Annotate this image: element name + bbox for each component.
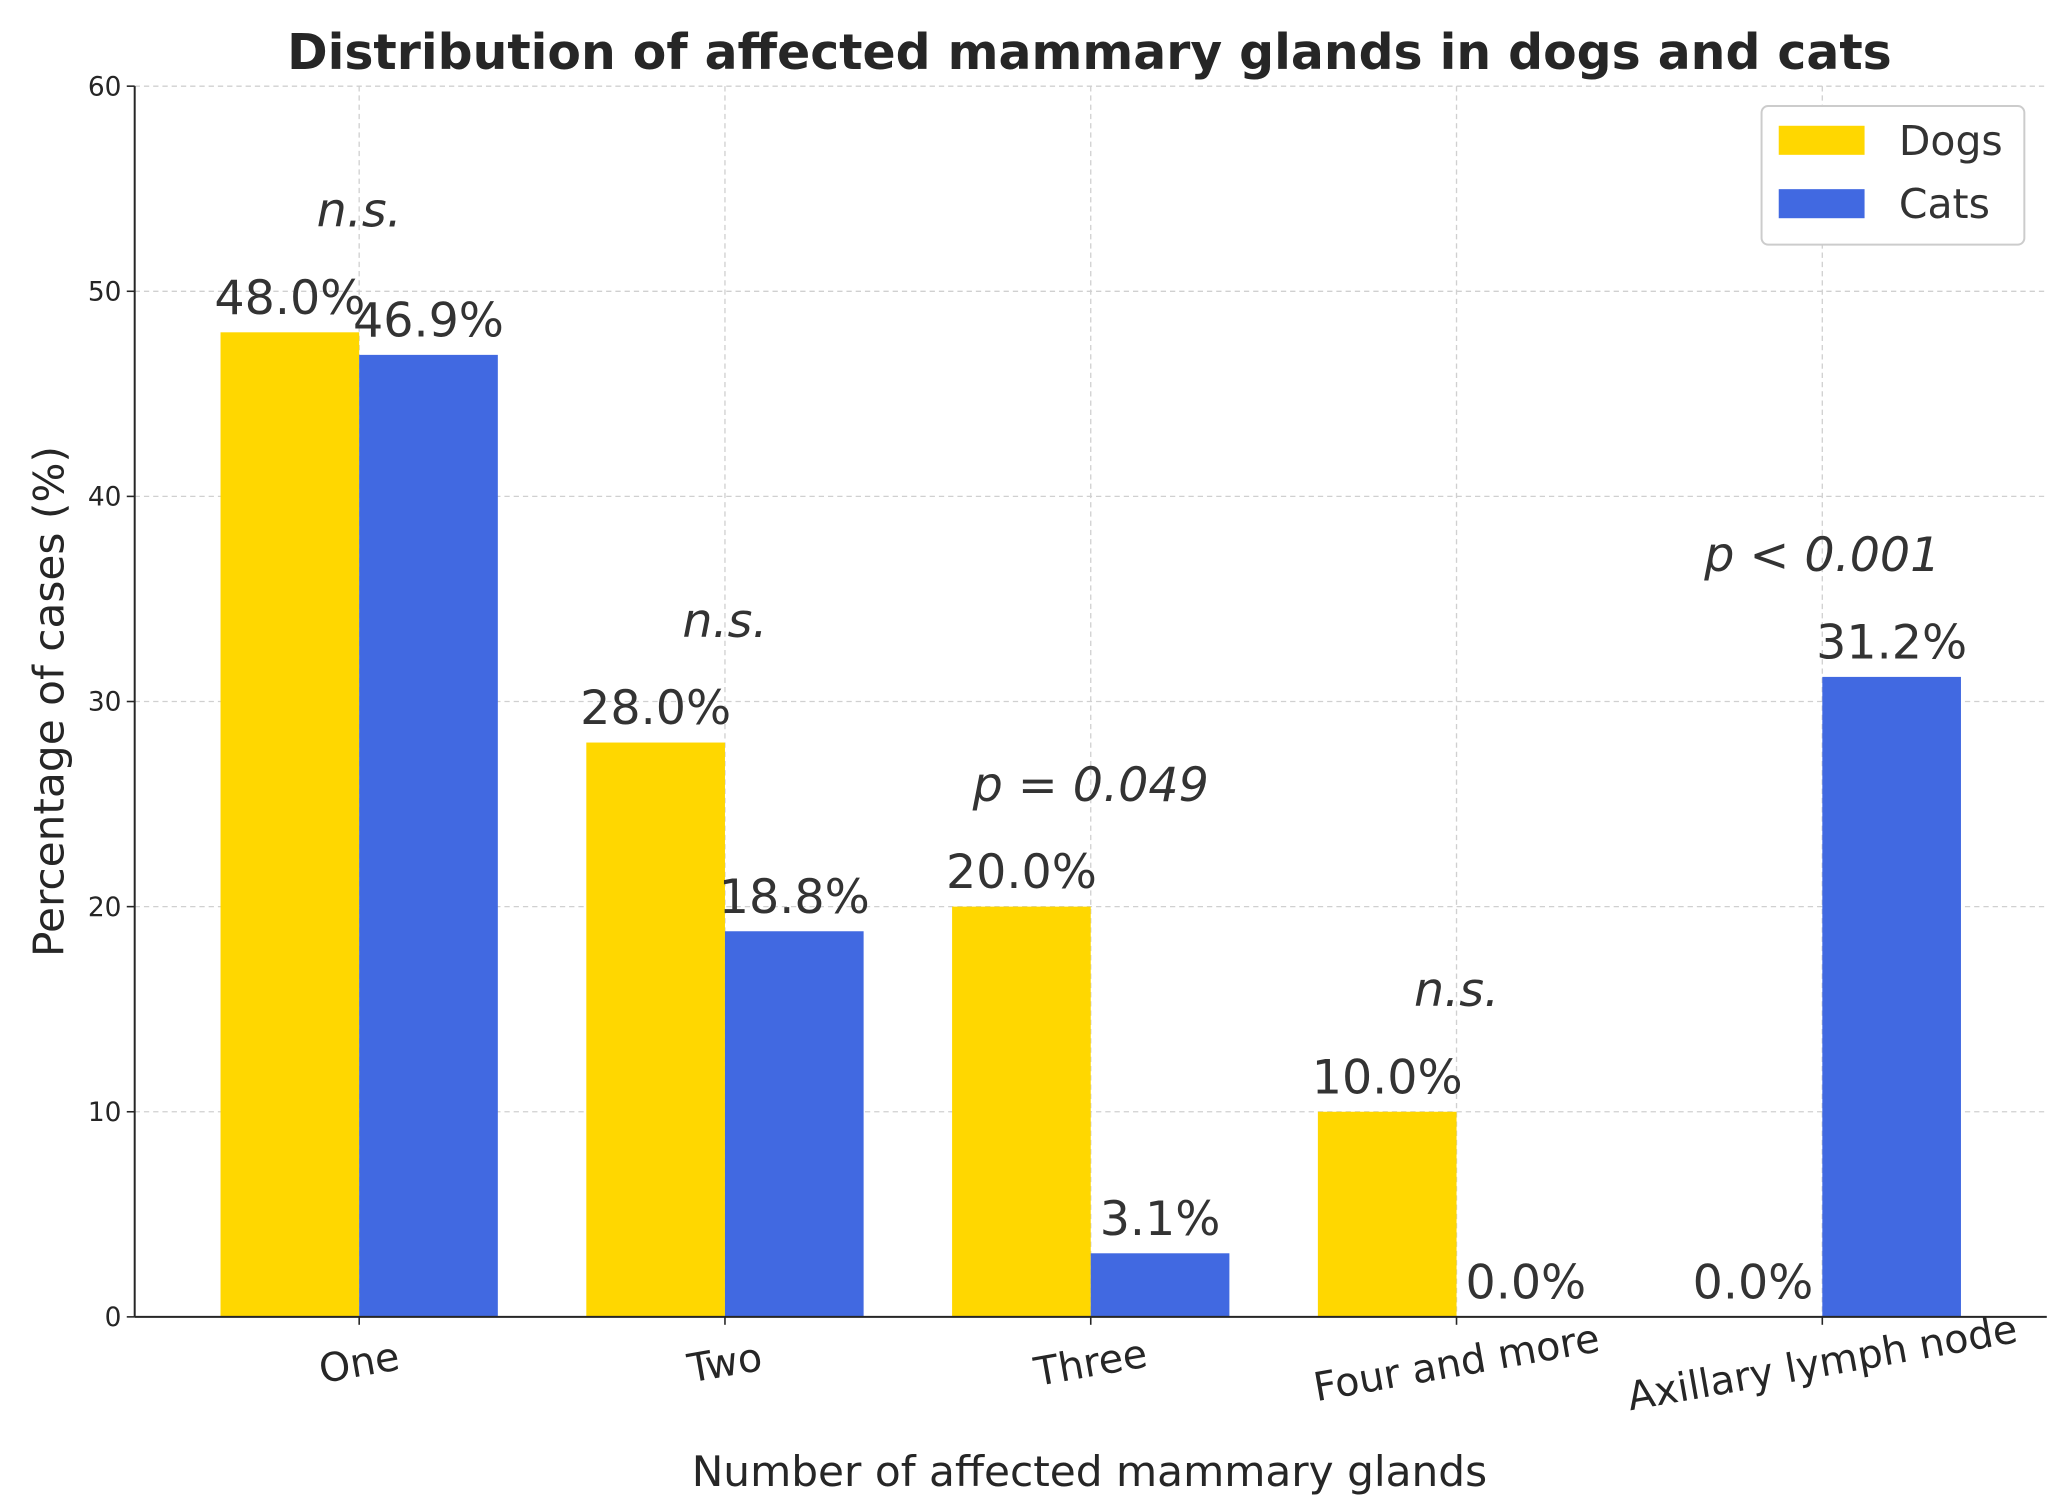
y-tick-label: 30: [88, 687, 122, 718]
bar-cats: [724, 931, 864, 1317]
significance-annotation: p = 0.049: [972, 758, 1209, 813]
legend: Dogs Cats: [1760, 104, 2026, 246]
bar-cats: [359, 354, 498, 1317]
bar-dogs: [1317, 1111, 1457, 1317]
data-label: 20.0%: [946, 845, 1097, 900]
y-tick-label: 20: [88, 892, 122, 923]
significance-annotation: n.s.: [682, 594, 767, 649]
legend-label-cats: Cats: [1899, 180, 1990, 228]
legend-label-dogs: Dogs: [1899, 117, 2003, 165]
y-tick-label: 40: [88, 482, 122, 513]
x-tick-label: Three: [1030, 1331, 1151, 1396]
y-tick-label: 50: [88, 277, 122, 308]
y-tick-label: 0: [105, 1302, 122, 1333]
data-label: 48.0%: [214, 271, 365, 326]
bar-dogs: [952, 906, 1091, 1317]
significance-annotation: p < 0.001: [1703, 528, 1940, 583]
y-axis-label: Percentage of cases (%): [24, 446, 73, 957]
y-tick-label: 60: [88, 71, 122, 102]
bar-dogs: [220, 332, 360, 1317]
bar-cats: [1822, 676, 1961, 1317]
data-label: 18.8%: [719, 870, 870, 925]
data-label: 0.0%: [1465, 1255, 1586, 1310]
data-label: 3.1%: [1100, 1192, 1221, 1247]
data-label: 10.0%: [1312, 1050, 1463, 1105]
x-tick-label: One: [316, 1334, 403, 1393]
bar-cats: [1090, 1253, 1230, 1317]
x-tick-label: Four and more: [1310, 1316, 1603, 1412]
data-label: 31.2%: [1816, 615, 1967, 670]
y-tick-label: 10: [88, 1097, 122, 1128]
x-tick-label: Two: [683, 1334, 765, 1392]
significance-annotation: n.s.: [317, 184, 402, 239]
bar-dogs: [586, 742, 725, 1317]
data-label: 0.0%: [1693, 1255, 1814, 1310]
chart-title: Distribution of affected mammary glands …: [287, 24, 1892, 81]
x-axis-label: Number of affected mammary glands: [692, 1447, 1487, 1496]
significance-annotation: n.s.: [1414, 963, 1499, 1018]
legend-swatch-dogs: [1778, 125, 1865, 155]
data-label: 28.0%: [580, 681, 731, 736]
data-label: 46.9%: [353, 293, 504, 348]
legend-swatch-cats: [1778, 189, 1865, 219]
